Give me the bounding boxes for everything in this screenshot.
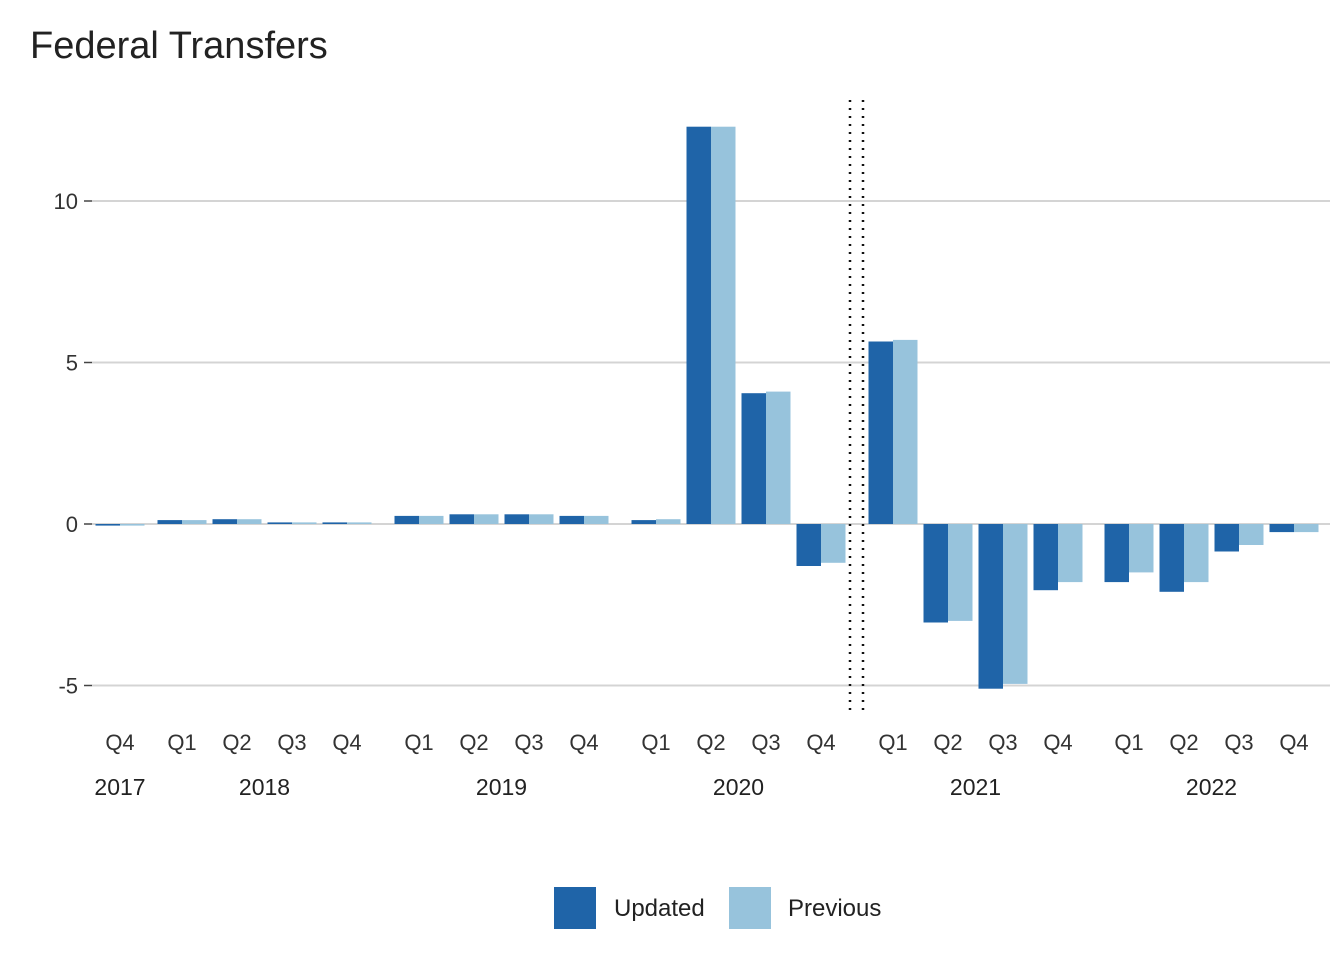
bar-previous-2022-q4 (1294, 524, 1319, 533)
year-label: 2018 (239, 774, 290, 800)
x-tick-label: Q1 (641, 730, 670, 755)
bar-updated-2018-q3 (267, 522, 292, 524)
bar-previous-2018-q2 (237, 519, 262, 524)
bar-updated-2021-q3 (978, 524, 1003, 689)
bar-previous-2019-q2 (474, 514, 499, 524)
bar-previous-2021-q1 (893, 339, 918, 524)
bar-previous-2018-q4 (347, 522, 372, 524)
x-tick-label: Q3 (1224, 730, 1253, 755)
bar-previous-2017-q4 (120, 524, 145, 526)
x-axis: Q4 Q1 Q2 Q3 Q4 Q1 Q2 Q3 Q4 Q1 Q2 Q3 Q4 Q1 Q2 Q3 Q4 Q1 Q2 Q3… (94, 730, 1308, 800)
bar-updated-2022-q2 (1159, 524, 1184, 592)
x-tick-label: Q2 (1169, 730, 1198, 755)
forecast-divider (848, 100, 865, 716)
bar-previous-2020-q1 (656, 519, 681, 524)
bar-previous-2019-q3 (529, 514, 554, 524)
bar-previous-2018-q3 (292, 522, 317, 524)
legend-swatch-updated (554, 887, 596, 929)
y-tick-label: -5 (58, 674, 78, 699)
bar-updated-2018-q4 (322, 522, 347, 524)
bar-previous-2018-q1 (182, 520, 207, 524)
bar-updated-2020-q2 (686, 126, 711, 524)
legend-swatch-previous (729, 887, 771, 929)
bar-updated-2021-q4 (1033, 524, 1058, 591)
bar-previous-2022-q1 (1129, 524, 1154, 573)
x-tick-label: Q1 (878, 730, 907, 755)
bar-previous-2021-q3 (1003, 524, 1028, 684)
x-tick-label: Q3 (751, 730, 780, 755)
bar-previous-2019-q1 (419, 515, 444, 524)
x-tick-label: Q4 (569, 730, 598, 755)
bar-updated-2017-q4 (95, 524, 120, 526)
x-tick-label: Q4 (1279, 730, 1308, 755)
x-tick-label: Q4 (1043, 730, 1072, 755)
y-tick-label: 10 (54, 189, 78, 214)
x-tick-label: Q3 (988, 730, 1017, 755)
x-tick-label: Q1 (167, 730, 196, 755)
bar-updated-2018-q1 (157, 520, 182, 524)
y-axis: 10 5 0 -5 (54, 189, 92, 699)
bar-updated-2022-q3 (1214, 524, 1239, 552)
y-tick-label: 5 (66, 351, 78, 376)
bar-previous-2020-q4 (821, 524, 846, 563)
bar-previous-2019-q4 (584, 515, 609, 524)
x-tick-label: Q4 (105, 730, 134, 755)
x-tick-label: Q2 (459, 730, 488, 755)
legend-label-previous: Previous (788, 895, 881, 922)
x-tick-label: Q4 (806, 730, 835, 755)
bar-updated-2019-q3 (504, 514, 529, 524)
bar-updated-2019-q2 (449, 514, 474, 524)
legend: Updated Previous (554, 887, 881, 929)
bar-updated-2018-q2 (212, 519, 237, 524)
chart-title: Federal Transfers (30, 25, 328, 67)
bar-previous-2021-q2 (948, 524, 973, 621)
bar-updated-2021-q1 (868, 341, 893, 524)
bar-updated-2020-q1 (631, 520, 656, 524)
year-label: 2022 (1186, 774, 1237, 800)
x-tick-label: Q2 (933, 730, 962, 755)
bar-updated-2019-q4 (559, 515, 584, 524)
x-tick-label: Q4 (332, 730, 361, 755)
bar-updated-2020-q3 (741, 393, 766, 524)
bar-previous-2021-q4 (1058, 524, 1083, 583)
x-tick-label: Q3 (277, 730, 306, 755)
year-label: 2020 (713, 774, 764, 800)
bar-updated-2022-q1 (1104, 524, 1129, 583)
year-label: 2017 (94, 774, 145, 800)
year-label: 2021 (950, 774, 1001, 800)
bar-updated-2022-q4 (1269, 524, 1294, 533)
x-tick-label: Q1 (404, 730, 433, 755)
bar-previous-2022-q3 (1239, 524, 1264, 545)
bar-updated-2019-q1 (394, 515, 419, 524)
x-tick-label: Q1 (1114, 730, 1143, 755)
bar-previous-2020-q3 (766, 391, 791, 524)
bar-updated-2021-q2 (923, 524, 948, 623)
bar-updated-2020-q4 (796, 524, 821, 566)
bars (95, 126, 1319, 689)
x-tick-label: Q2 (696, 730, 725, 755)
legend-label-updated: Updated (614, 895, 705, 922)
x-tick-label: Q3 (514, 730, 543, 755)
bar-previous-2022-q2 (1184, 524, 1209, 583)
y-tick-label: 0 (66, 512, 78, 537)
bar-previous-2020-q2 (711, 126, 736, 524)
year-label: 2019 (476, 774, 527, 800)
x-tick-label: Q2 (222, 730, 251, 755)
